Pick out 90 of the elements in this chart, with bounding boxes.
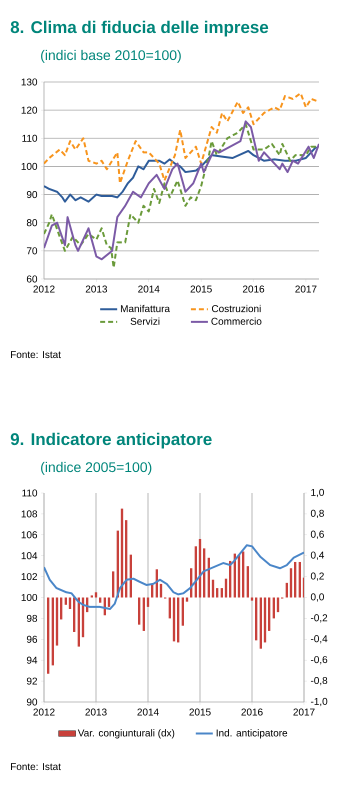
y-tick-label: 130: [22, 78, 38, 86]
y-tick-label: 90: [26, 698, 38, 706]
bar: [190, 568, 192, 598]
y-tick-label: 60: [26, 275, 38, 283]
y2-tick-label: 0,6: [310, 530, 324, 539]
chart-title: 8. Clima di fiducia delle imprese: [10, 20, 268, 37]
x-tick-label: 2015: [190, 286, 212, 293]
y-tick-label: 92: [26, 678, 38, 685]
y-tick-label: 108: [22, 510, 38, 518]
bar: [150, 584, 154, 598]
bar: [168, 598, 172, 618]
y-tick-label: 90: [26, 191, 38, 198]
x-tick-label: 2017: [293, 708, 315, 716]
y-tick-label: 100: [22, 162, 38, 170]
bar: [268, 598, 270, 631]
chart-subtitle: (indice 2005=100): [41, 462, 152, 475]
y-tick-label: 98: [26, 614, 38, 622]
bar: [194, 546, 198, 598]
x-tick-label: 2012: [33, 286, 55, 293]
y-tick-label: 94: [26, 656, 38, 664]
y2-tick-label: 0,8: [310, 510, 324, 518]
source-note: Fonte: Istat: [11, 351, 61, 358]
bar: [242, 552, 244, 598]
bar: [260, 598, 262, 649]
y-tick-label: 110: [22, 134, 38, 142]
bar: [112, 571, 114, 598]
bar: [234, 554, 236, 598]
bar: [60, 598, 62, 620]
y2-tick-label: -0,8: [310, 676, 328, 686]
y2-tick-label: 0,2: [310, 572, 324, 581]
y-tick-label: 100: [22, 594, 38, 602]
bar: [98, 598, 102, 603]
x-tick-label: 2014: [137, 708, 159, 716]
y2-tick-label: 1,0: [311, 488, 324, 498]
x-tick-label: 2016: [242, 286, 264, 293]
bar: [156, 569, 158, 598]
y2-tick-label: -0,6: [310, 656, 328, 664]
bar: [142, 598, 146, 631]
bar: [246, 566, 250, 598]
legend-label: Manifattura: [120, 304, 170, 312]
y-tick-label: 70: [26, 247, 38, 254]
y-tick-label: 104: [22, 552, 38, 560]
y-tick-label: 80: [26, 219, 38, 226]
bar: [220, 588, 224, 598]
bar: [176, 598, 180, 642]
bar: [286, 582, 288, 598]
x-tick-label: 2016: [241, 708, 263, 716]
bar: [202, 548, 206, 598]
bar: [116, 530, 120, 598]
legend-label: Servizi: [130, 318, 160, 325]
bar: [130, 554, 132, 598]
bar: [78, 598, 80, 647]
x-tick-label: 2015: [189, 708, 211, 716]
y-tick-label: 120: [22, 106, 38, 114]
x-tick-label: 2014: [138, 286, 160, 293]
bar: [208, 558, 210, 598]
x-tick-label: 2012: [33, 708, 55, 716]
bar: [272, 598, 276, 618]
bar: [64, 598, 68, 605]
line-series: [44, 92, 319, 184]
bar: [72, 598, 76, 632]
bar: [182, 598, 184, 626]
y2-tick-label: 0,4: [310, 552, 324, 560]
bar: [254, 598, 258, 640]
bar: [46, 598, 50, 674]
x-tick-label: 2013: [86, 286, 108, 293]
y-tick-label: 110: [22, 489, 38, 497]
bar: [298, 562, 302, 598]
y2-tick-label: -1,0: [310, 698, 328, 706]
y2-tick-label: -0,2: [310, 614, 328, 623]
bar: [216, 588, 218, 598]
x-tick-label: 2017: [295, 286, 316, 293]
legend-label: Ind. anticipatore: [216, 729, 288, 738]
x-tick-label: 2013: [85, 708, 107, 716]
legend-label: Commercio: [211, 318, 262, 325]
chart-subtitle: (indici base 2010=100): [41, 50, 181, 63]
legend-label: Costruzioni: [212, 304, 261, 312]
bar: [52, 598, 54, 666]
chart-title: 9. Indicatore anticipatore: [10, 432, 212, 449]
y2-tick-label: 0,0: [310, 593, 324, 602]
y-tick-label: 102: [22, 573, 38, 580]
legend-label: Var. congiunturali (dx): [78, 729, 174, 738]
bar: [294, 562, 296, 598]
y-tick-label: 106: [22, 531, 38, 538]
y2-tick-label: -0,4: [310, 635, 328, 644]
source-note: Fonte: Istat: [11, 763, 61, 770]
bar: [138, 598, 140, 625]
bar: [124, 520, 128, 598]
bar: [228, 560, 232, 598]
y-tick-label: 96: [26, 636, 38, 643]
